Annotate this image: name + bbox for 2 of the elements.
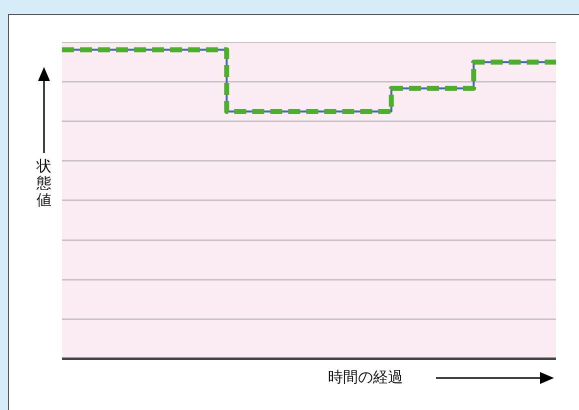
x-axis-title: 時間の経過 [328, 368, 403, 387]
y-axis-title: 状態値 [36, 157, 52, 209]
